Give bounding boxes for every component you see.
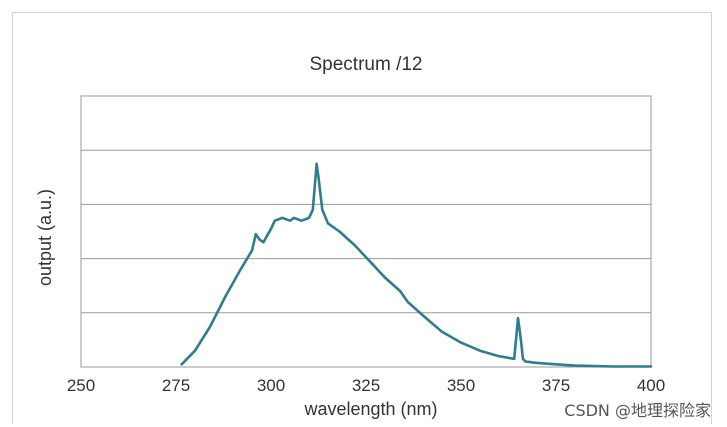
x-axis-label: wavelength (nm)	[303, 399, 437, 419]
x-tick-label: 275	[162, 376, 190, 395]
x-tick-label: 300	[257, 376, 285, 395]
x-tick-label: 325	[352, 376, 380, 395]
spectrum-chart: Spectrum /12 250 275 300 325 350 375 400 wavelen…	[35, 54, 665, 419]
chart-frame: Spectrum /12 250 275 300 325 350 375 400 wavelen…	[12, 12, 712, 424]
x-tick-label: 375	[542, 376, 570, 395]
watermark-text: CSDN @地理探险家	[564, 401, 711, 420]
x-tick-label: 400	[637, 376, 665, 395]
plot-area	[80, 95, 652, 368]
x-tick-label: 250	[67, 376, 95, 395]
y-axis-label: output (a.u.)	[35, 189, 55, 286]
chart-title: Spectrum /12	[310, 54, 423, 75]
x-tick-label: 350	[447, 376, 475, 395]
spectrum-line	[180, 162, 653, 368]
